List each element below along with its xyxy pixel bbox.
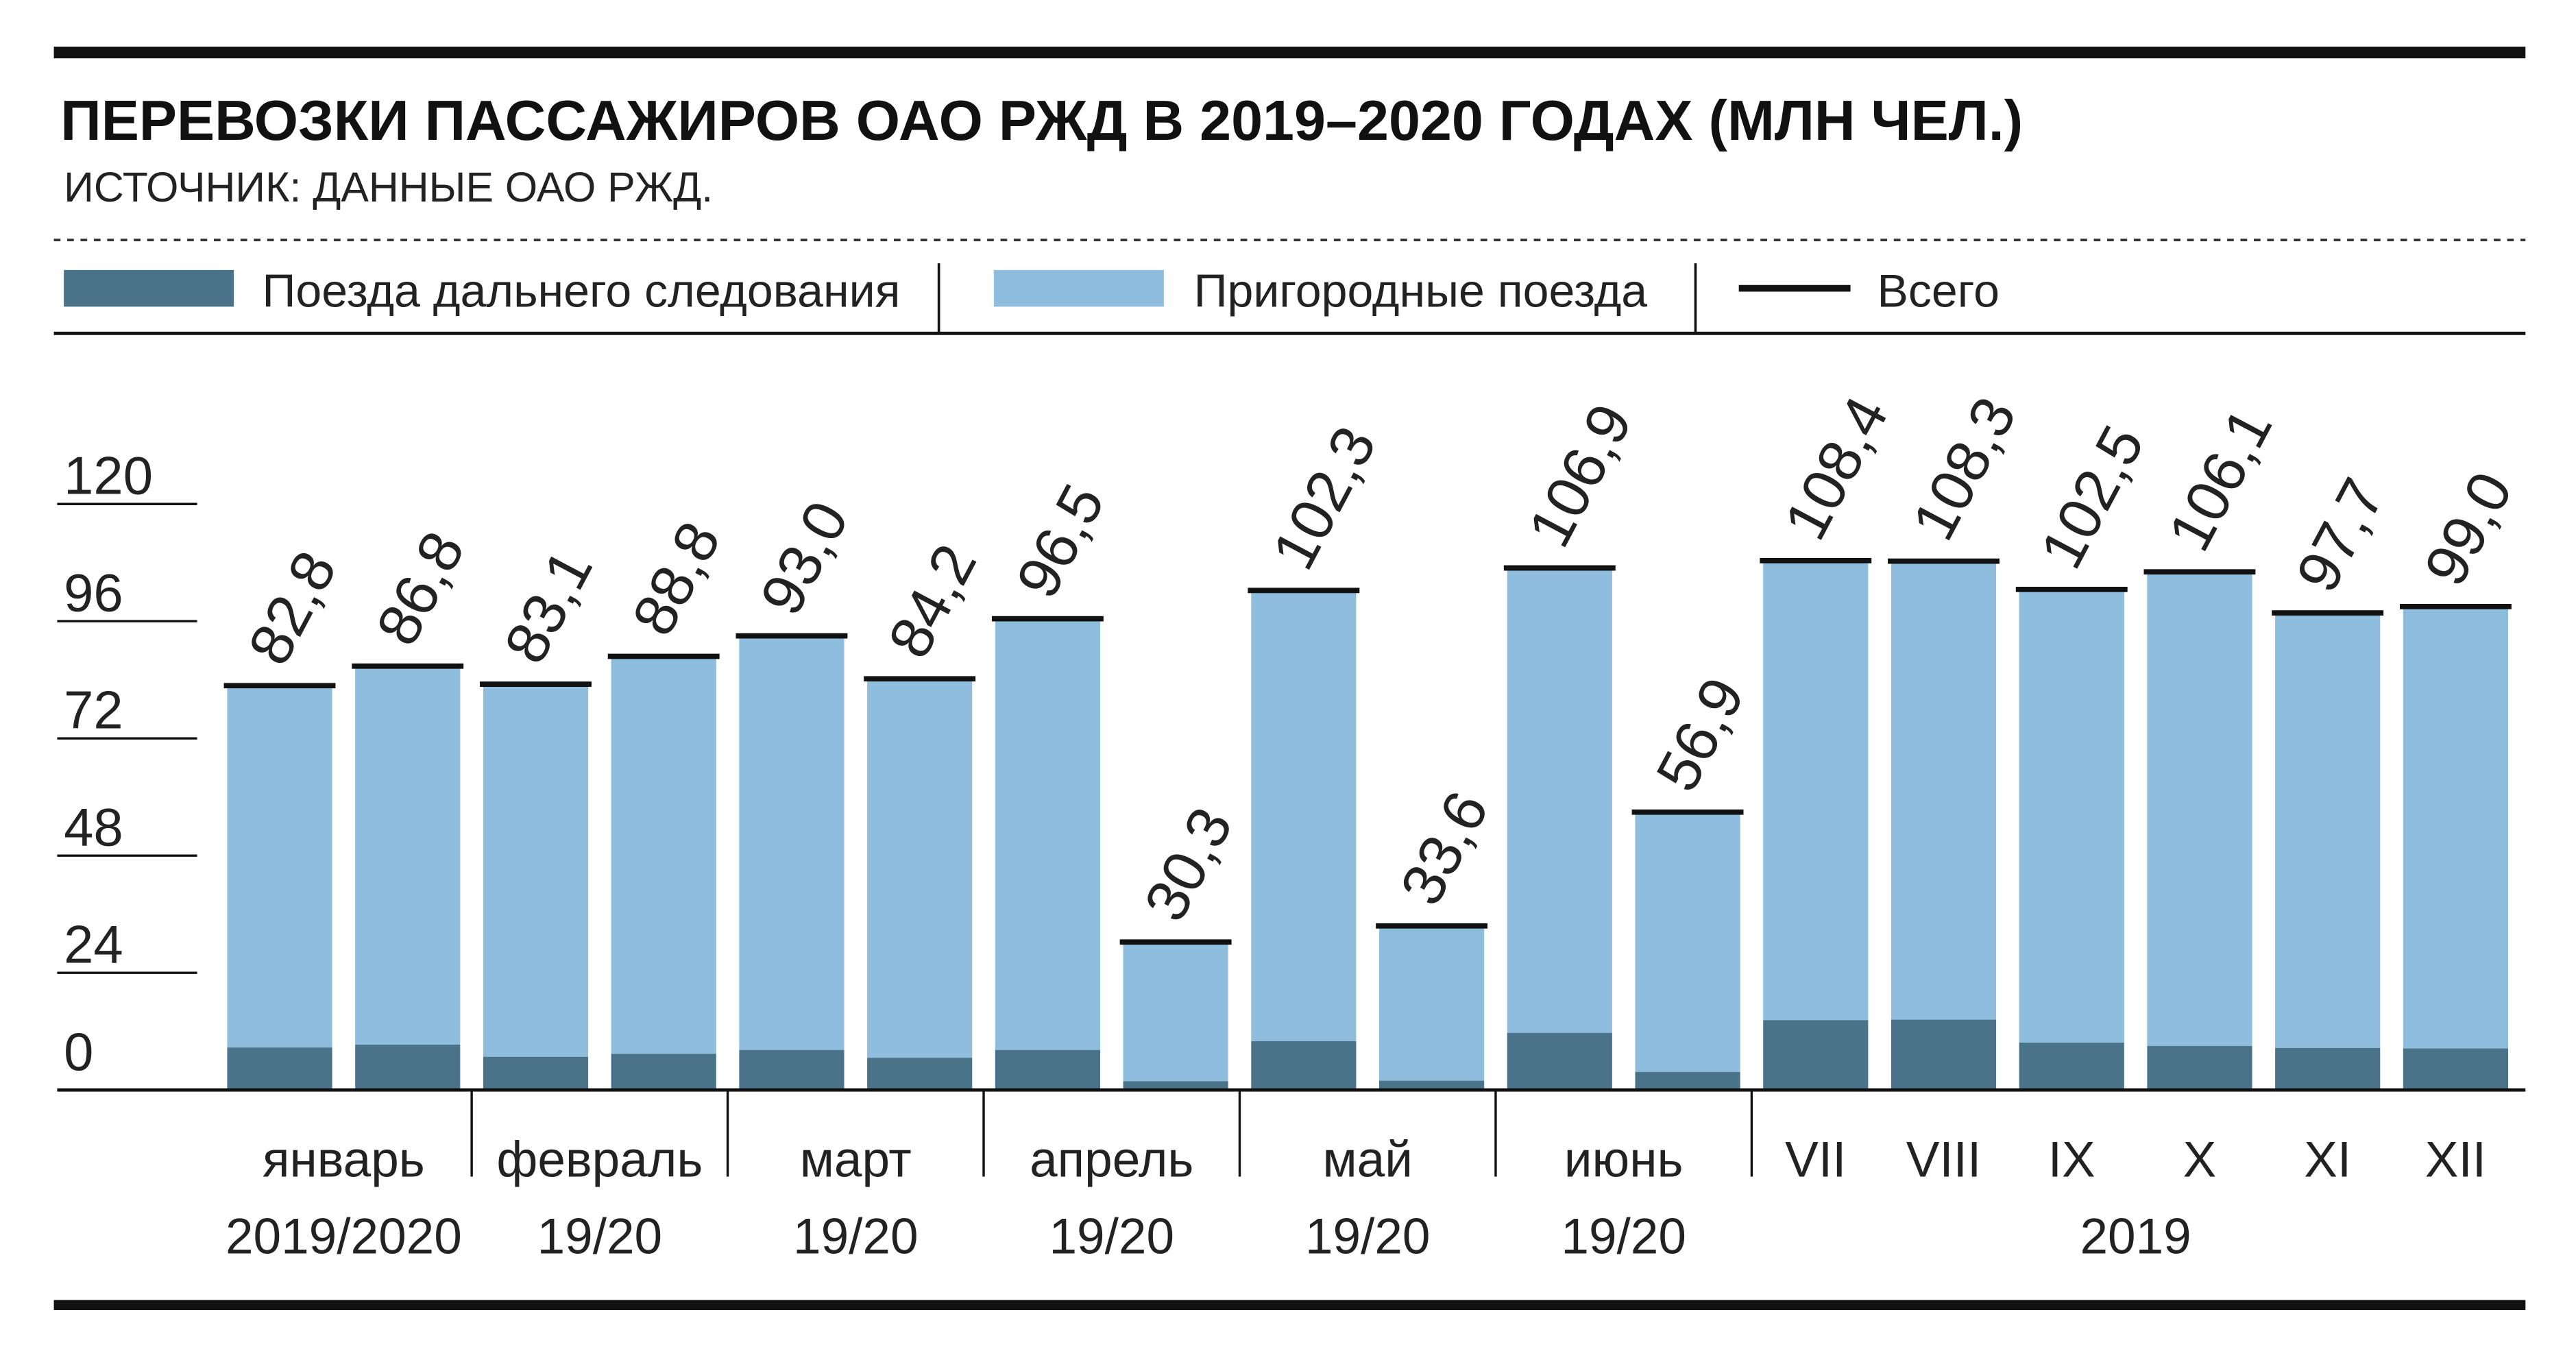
bar-suburban: [1507, 568, 1612, 1033]
x-category-label: июнь: [1564, 1132, 1684, 1188]
bar-suburban: [355, 666, 461, 1045]
x-category-sublabel: 19/20: [537, 1209, 663, 1264]
x-category-label: XI: [2304, 1132, 2351, 1188]
total-value-label: 108,3: [1899, 387, 2029, 550]
x-category-sublabel: 2019/2020: [226, 1209, 462, 1264]
bar-suburban: [867, 679, 973, 1058]
bar-long-distance: [995, 1049, 1100, 1091]
total-value-label: 86,8: [363, 521, 478, 655]
x-category-label: XII: [2425, 1132, 2486, 1188]
x-category-sublabel: 19/20: [1561, 1209, 1686, 1264]
x-category-sublabel: 19/20: [1305, 1209, 1431, 1264]
total-value-label: 106,1: [2155, 397, 2285, 561]
bar-suburban: [1378, 925, 1485, 1081]
year-label: 2019: [2080, 1209, 2191, 1264]
bar-suburban: [1763, 560, 1869, 1021]
bar-suburban: [739, 635, 845, 1050]
bar-long-distance: [355, 1044, 461, 1091]
legend-label-long-distance: Поезда дальнего следования: [262, 265, 900, 317]
total-value-label: 88,8: [619, 511, 733, 646]
total-value-label: 97,7: [2283, 467, 2398, 602]
y-axis: 120 96 72 48 24 0: [57, 447, 197, 1082]
bar-suburban: [1635, 812, 1740, 1072]
bars: [223, 557, 2512, 1091]
bar-suburban: [2019, 589, 2124, 1043]
x-category-label: апрель: [1030, 1132, 1193, 1188]
bar-long-distance: [1507, 1032, 1612, 1091]
total-value-label: 99,0: [2411, 461, 2526, 596]
total-value-label: 102,3: [1259, 416, 1389, 580]
y-tick-label: 72: [64, 681, 123, 740]
x-category-sublabel: 19/20: [1049, 1209, 1174, 1264]
bar-suburban: [227, 685, 332, 1048]
x-category-label: май: [1322, 1132, 1412, 1188]
legend-label-suburban: Пригородные поезда: [1194, 265, 1648, 317]
y-tick-label: 24: [64, 916, 123, 975]
bottom-rule: [53, 1300, 2526, 1311]
total-value-label: 33,6: [1387, 781, 1502, 915]
bar-suburban: [1251, 590, 1357, 1041]
bar-suburban: [483, 684, 589, 1057]
bar-long-distance: [1378, 1080, 1485, 1091]
bar-long-distance: [2019, 1043, 2124, 1091]
bar-long-distance: [2147, 1046, 2252, 1091]
total-value-label: 30,3: [1131, 797, 1246, 931]
x-category-label: X: [2183, 1132, 2217, 1188]
x-category-label: март: [800, 1132, 912, 1188]
bar-long-distance: [2275, 1047, 2381, 1091]
total-value-label: 102,5: [2027, 415, 2156, 579]
bar-suburban: [1123, 942, 1228, 1082]
bar-long-distance: [1251, 1041, 1357, 1091]
x-category-label: VII: [1785, 1132, 1846, 1188]
bar-suburban: [611, 656, 716, 1054]
x-category-label: январь: [263, 1132, 425, 1188]
legend-swatch-long-distance: [64, 269, 234, 307]
y-tick-label: 96: [64, 564, 123, 623]
bar-long-distance: [1123, 1081, 1228, 1091]
legend-label-total: Всего: [1877, 265, 1999, 317]
bar-suburban: [2403, 606, 2509, 1049]
x-axis: январь 2019/2020 февраль 19/20 март 19/20 апре…: [57, 1088, 2526, 1264]
chart-title: ПЕРЕВОЗКИ ПАССАЖИРОВ ОАО РЖД В 2019–2020…: [60, 88, 2023, 152]
x-category-label: IX: [2048, 1132, 2095, 1188]
bar-long-distance: [2403, 1048, 2509, 1091]
bar-long-distance: [1891, 1019, 1997, 1091]
bar-suburban: [995, 618, 1100, 1050]
chart-subtitle: ИСТОЧНИК: ДАННЫЕ ОАО РЖД.: [64, 164, 713, 210]
total-value-label: 106,9: [1515, 393, 1644, 557]
total-value-label: 84,2: [875, 533, 990, 668]
y-tick-label: 48: [64, 799, 123, 858]
total-value-label: 82,8: [235, 540, 350, 675]
bar-long-distance: [1635, 1071, 1740, 1091]
y-tick-label: 0: [64, 1023, 93, 1082]
x-category-label: VIII: [1906, 1132, 1981, 1188]
x-category-label: февраль: [496, 1132, 703, 1188]
legend-swatch-suburban: [993, 269, 1164, 307]
bar-long-distance: [1763, 1020, 1869, 1091]
bar-long-distance: [611, 1054, 716, 1091]
top-rule: [53, 47, 2526, 59]
total-value-label: 83,1: [491, 539, 606, 673]
bar-long-distance: [739, 1049, 845, 1091]
bar-suburban: [1891, 561, 1997, 1020]
bar-long-distance: [227, 1047, 332, 1091]
total-value-label: 96,5: [1004, 474, 1118, 608]
bar-long-distance: [867, 1058, 973, 1091]
bar-long-distance: [483, 1056, 589, 1091]
bar-suburban: [2147, 572, 2252, 1047]
total-value-label: 108,4: [1771, 386, 1901, 550]
total-value-label: 56,9: [1643, 667, 1758, 801]
total-value-label: 93,0: [747, 491, 862, 625]
bar-suburban: [2275, 613, 2381, 1048]
y-tick-label: 120: [64, 447, 153, 506]
x-category-sublabel: 19/20: [793, 1209, 919, 1264]
